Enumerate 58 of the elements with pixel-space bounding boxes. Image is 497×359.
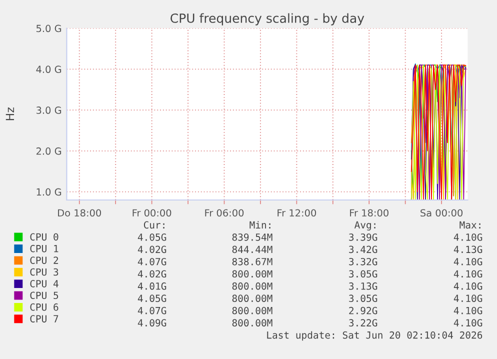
text: 2.92G — [349, 306, 378, 314]
text: 3.32G — [349, 258, 378, 266]
text: Min: — [250, 221, 270, 228]
text: 3.13G — [349, 282, 378, 290]
text: 838.67M — [232, 258, 272, 266]
text: 4.05G — [138, 233, 166, 241]
text: 4.02G — [138, 270, 166, 278]
legend-label: CPU 1 — [30, 244, 58, 252]
text: Last update: Sat Jun 20 02:10:04 2026 — [267, 331, 482, 341]
text: 844.44M — [232, 246, 272, 254]
legend-label: CPU 0 — [30, 233, 58, 241]
text: Cur: — [144, 221, 164, 229]
text: 4.10G — [454, 294, 482, 302]
text: 4.10G — [454, 258, 482, 266]
x-tick-label: Sa 00:00 — [420, 209, 463, 217]
text: 3.42G — [349, 246, 378, 254]
text: 4.10G — [454, 319, 482, 326]
text: Max: — [460, 221, 480, 229]
y-tick-label: 2.0 G — [36, 147, 62, 155]
text: 3.39G — [349, 233, 378, 241]
text: 4.09G — [138, 319, 166, 326]
x-tick-label: Do 18:00 — [58, 209, 101, 217]
text: 4.13G — [454, 246, 482, 254]
text: 4.01G — [138, 282, 166, 290]
legend-label: CPU 5 — [30, 292, 58, 300]
legend-label: CPU 6 — [30, 303, 58, 311]
y-axis-title: Hz — [6, 108, 14, 120]
y-tick-label: 4.0 G — [36, 66, 62, 74]
text: 4.10G — [454, 282, 482, 290]
x-tick-label: Fr 12:00 — [278, 209, 316, 217]
text: 800.00M — [232, 294, 272, 302]
legend-label: CPU 2 — [30, 256, 58, 264]
text: 3.22G — [349, 319, 378, 326]
y-tick-label: 3.0 G — [36, 106, 62, 114]
text: 3.05G — [349, 294, 378, 302]
y-tick-label: 5.0 G — [36, 24, 62, 32]
text: 4.07G — [138, 306, 166, 314]
legend-label: CPU 4 — [30, 280, 58, 288]
text: 800.00M — [232, 319, 272, 326]
text: 3.05G — [349, 270, 378, 278]
chart-title: CPU frequency scaling - by day — [170, 13, 364, 26]
text: 800.00M — [232, 282, 272, 290]
text: 800.00M — [232, 306, 272, 314]
x-tick-label: Fr 06:00 — [205, 209, 244, 217]
text: 800.00M — [232, 270, 272, 278]
text: 4.05G — [138, 294, 166, 302]
text: Avg: — [354, 221, 376, 230]
y-tick-label: 1.0 G — [36, 188, 62, 196]
legend-label: CPU 3 — [30, 268, 58, 276]
text: 4.02G — [138, 246, 166, 254]
text: 4.07G — [138, 258, 166, 266]
text: 839.54M — [232, 233, 272, 241]
text: 4.10G — [454, 306, 482, 314]
text: 4.10G — [454, 270, 482, 278]
legend-label: CPU 7 — [30, 315, 58, 322]
text: 4.10G — [454, 233, 482, 241]
x-tick-label: Fr 18:00 — [350, 209, 388, 217]
x-tick-label: Fr 00:00 — [132, 209, 172, 217]
